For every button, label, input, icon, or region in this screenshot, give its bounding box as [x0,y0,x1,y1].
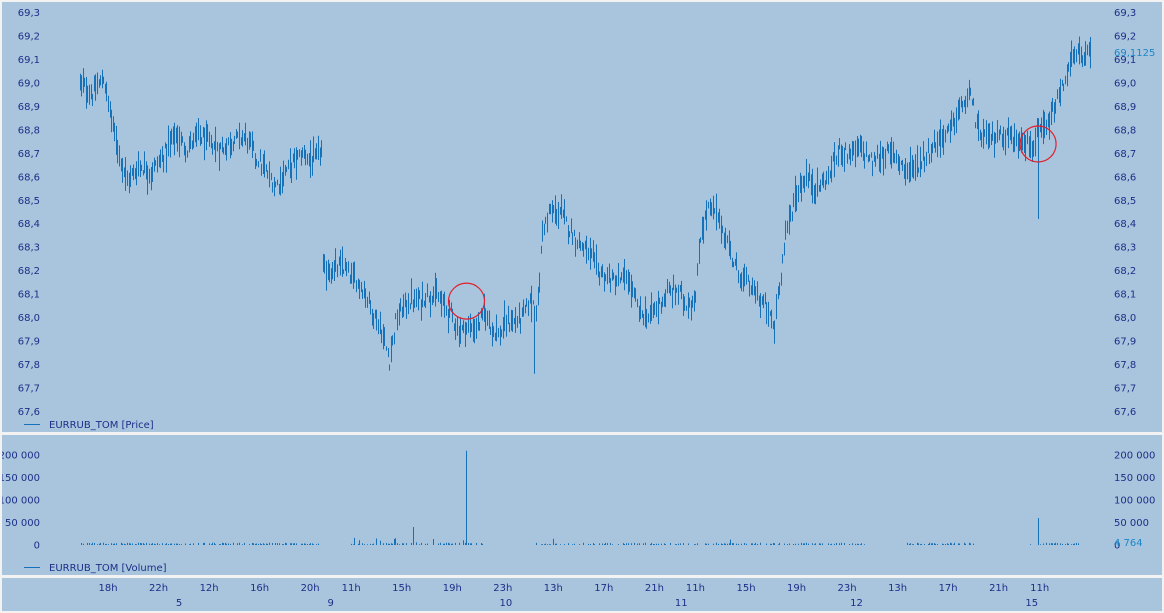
time-tick-label: 17h [939,583,958,594]
day-tick-label: 12 [850,598,863,609]
price-tick-label: 68,6 [18,172,40,183]
price-tick-label: 69,2 [1114,32,1136,43]
volume-bar-series [81,450,1079,545]
price-tick-label: 68,7 [1114,149,1136,160]
price-last-value: 69,1125 [1114,48,1155,59]
time-tick-label: 19h [787,583,806,594]
price-tick-label: 68,5 [1114,196,1136,207]
day-tick-label: 11 [675,598,688,609]
day-tick-label: 10 [500,598,513,609]
day-tick-label: 15 [1025,598,1038,609]
price-tick-label: 69,0 [18,79,40,90]
price-tick-label: 68,8 [18,125,40,136]
price-tick-label: 68,2 [18,266,40,277]
volume-legend-label: EURRUB_TOM [Volume] [49,563,167,574]
price-tick-label: 67,7 [1114,383,1136,394]
price-legend: EURRUB_TOM [Price] [24,420,154,431]
highlight-circle [1019,125,1057,163]
time-tick-label: 13h [888,583,907,594]
price-legend-label: EURRUB_TOM [Price] [49,420,154,431]
time-tick-label: 20h [301,583,320,594]
price-tick-label: 68,9 [1114,102,1136,113]
time-tick-label: 12h [200,583,219,594]
price-tick-label: 67,9 [1114,336,1136,347]
price-tick-label: 68,8 [1114,125,1136,136]
time-tick-label: 23h [493,583,512,594]
price-tick-label: 68,3 [18,243,40,254]
volume-tick-label: 200 000 [0,451,40,462]
time-tick-label: 15h [392,583,411,594]
day-tick-label: 5 [176,598,182,609]
panel-separator [0,432,1164,435]
price-tick-label: 67,6 [18,407,40,418]
price-tick-label: 69,1 [18,55,40,66]
time-axis: 18h 22h 12h 16h 20h 11h 15h 19h 23h 13h 17h 21h 11h 1… [98,583,1049,594]
price-right-axis: 67,6 67,7 67,8 67,9 68,0 68,1 68,2 68,3 68,4 68,5… [1114,8,1136,418]
time-tick-label: 15h [736,583,755,594]
price-tick-label: 68,0 [1114,313,1136,324]
volume-right-axis: 0 50 000 100 000 150 000 200 000 [1114,451,1155,552]
time-tick-label: 21h [645,583,664,594]
day-tick-label: 9 [328,598,334,609]
volume-tick-label: 100 000 [0,496,40,507]
price-left-axis: 67,6 67,7 67,8 67,9 68,0 68,1 68,2 68,3 68,4 68,5… [18,8,40,418]
time-tick-label: 22h [149,583,168,594]
price-tick-label: 68,4 [1114,219,1136,230]
volume-tick-label: 50 000 [5,518,40,529]
time-tick-label: 17h [594,583,613,594]
price-tick-label: 68,1 [1114,290,1136,301]
price-tick-label: 68,2 [1114,266,1136,277]
time-tick-label: 11h [1030,583,1049,594]
price-tick-label: 68,1 [18,290,40,301]
volume-legend: EURRUB_TOM [Volume] [24,563,167,574]
price-tick-label: 68,9 [18,102,40,113]
volume-tick-label: 0 [1114,541,1120,552]
price-tick-label: 69,3 [1114,8,1136,19]
volume-left-axis: 0 50 000 100 000 150 000 200 000 [0,451,40,552]
price-tick-label: 68,5 [18,196,40,207]
time-tick-label: 16h [250,583,269,594]
axis-separator [0,575,1164,578]
price-tick-label: 68,0 [18,313,40,324]
price-tick-label: 69,1 [1114,55,1136,66]
highlight-markers [447,125,1057,320]
time-tick-label: 23h [837,583,856,594]
volume-tick-label: 200 000 [1114,451,1155,462]
time-tick-label: 19h [443,583,462,594]
price-tick-label: 68,4 [18,219,40,230]
price-tick-label: 67,8 [18,360,40,371]
price-ohlc-series [80,36,1091,374]
price-tick-label: 68,3 [1114,243,1136,254]
price-tick-label: 69,2 [18,32,40,43]
volume-last-value: 4 764 [1114,538,1143,549]
price-tick-label: 68,6 [1114,172,1136,183]
price-tick-label: 69,0 [1114,79,1136,90]
volume-tick-label: 0 [34,541,40,552]
volume-tick-label: 100 000 [1114,496,1155,507]
highlight-circle [447,282,486,320]
price-tick-label: 69,3 [18,8,40,19]
price-tick-label: 68,7 [18,149,40,160]
time-tick-label: 11h [686,583,705,594]
volume-tick-label: 150 000 [1114,473,1155,484]
time-tick-label: 18h [98,583,117,594]
volume-tick-label: 50 000 [1114,518,1149,529]
time-tick-label: 11h [342,583,361,594]
price-tick-label: 67,8 [1114,360,1136,371]
day-axis: 5 9 10 11 12 15 [176,598,1038,609]
price-tick-label: 67,6 [1114,407,1136,418]
price-tick-label: 67,7 [18,383,40,394]
price-tick-label: 67,9 [18,336,40,347]
volume-tick-label: 150 000 [0,473,40,484]
time-tick-label: 13h [544,583,563,594]
time-tick-label: 21h [989,583,1008,594]
